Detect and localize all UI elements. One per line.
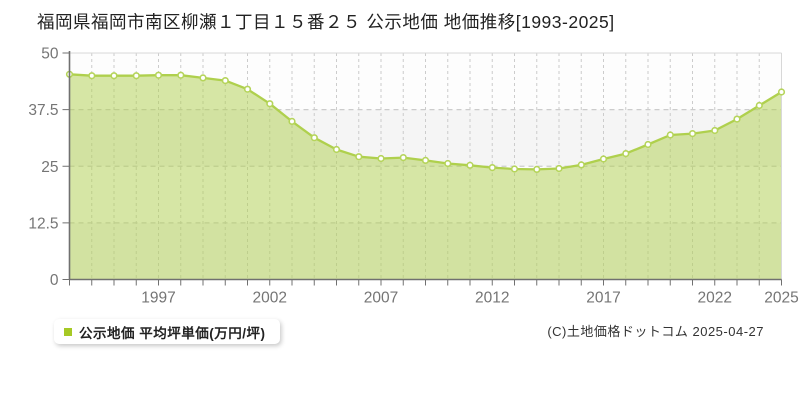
- data-point[interactable]: [243, 85, 252, 93]
- data-point[interactable]: [533, 165, 541, 173]
- data-point[interactable]: [221, 76, 229, 85]
- y-axis-tick-label: 37.5: [28, 102, 58, 119]
- data-point[interactable]: [310, 134, 318, 142]
- data-point[interactable]: [644, 140, 652, 149]
- data-point[interactable]: [421, 156, 430, 164]
- data-point[interactable]: [266, 100, 274, 108]
- data-point[interactable]: [577, 161, 585, 169]
- x-axis-tick-label: 2007: [364, 290, 398, 307]
- data-point[interactable]: [733, 115, 741, 123]
- y-axis-tick-label: 25: [41, 159, 58, 176]
- data-point[interactable]: [555, 164, 563, 173]
- x-axis-tick-label: 2017: [586, 290, 620, 307]
- data-point[interactable]: [688, 130, 697, 138]
- y-axis-tick-label: 12.5: [28, 215, 58, 232]
- y-axis-tick-label: 50: [41, 46, 59, 63]
- legend-item-price[interactable]: 公示地価 平均坪単価(万円/坪): [54, 319, 280, 344]
- data-point[interactable]: [288, 117, 296, 125]
- data-point[interactable]: [177, 71, 185, 79]
- data-point[interactable]: [377, 154, 385, 163]
- data-point[interactable]: [332, 145, 341, 154]
- x-axis-tick-label: 2002: [253, 290, 287, 307]
- x-axis-tick-label: 2012: [475, 290, 509, 307]
- data-point[interactable]: [88, 72, 96, 80]
- data-point[interactable]: [355, 153, 363, 161]
- data-point[interactable]: [622, 150, 630, 158]
- series-area-fill: [69, 74, 782, 280]
- data-point[interactable]: [510, 165, 519, 173]
- data-point[interactable]: [199, 74, 207, 82]
- data-point[interactable]: [444, 159, 452, 168]
- data-point[interactable]: [777, 88, 786, 96]
- data-point[interactable]: [711, 126, 719, 135]
- legend-series-marker-icon: [64, 327, 72, 336]
- x-axis-tick-label: 2022: [698, 290, 732, 307]
- data-point[interactable]: [666, 131, 674, 139]
- chart-svg: 0 12.5 25 37.5 50 1997 2002 2007 2012 2017 2022 202…: [28, 46, 798, 307]
- data-point[interactable]: [755, 101, 763, 110]
- data-point[interactable]: [399, 154, 407, 162]
- data-point[interactable]: [466, 161, 474, 169]
- data-point[interactable]: [132, 72, 140, 80]
- legend-series-label: 公示地価 平均坪単価(万円/坪): [79, 325, 266, 341]
- y-axis-tick-label: 0: [50, 272, 59, 289]
- data-point[interactable]: [154, 71, 163, 79]
- data-point[interactable]: [488, 164, 496, 172]
- data-point[interactable]: [110, 72, 118, 80]
- x-axis-tick-label: 2025: [764, 290, 798, 307]
- x-axis-tick-label: 1997: [141, 290, 175, 307]
- copyright-text: (C)土地価格ドットコム 2025-04-27: [547, 324, 764, 339]
- price-trend-chart: 0 12.5 25 37.5 50 1997 2002 2007 2012 2017 2022 202…: [28, 46, 798, 307]
- page-title: 福岡県福岡市南区柳瀬１丁目１５番２５ 公示地価 地価推移[1993-2025]: [37, 12, 615, 32]
- data-point[interactable]: [599, 155, 608, 163]
